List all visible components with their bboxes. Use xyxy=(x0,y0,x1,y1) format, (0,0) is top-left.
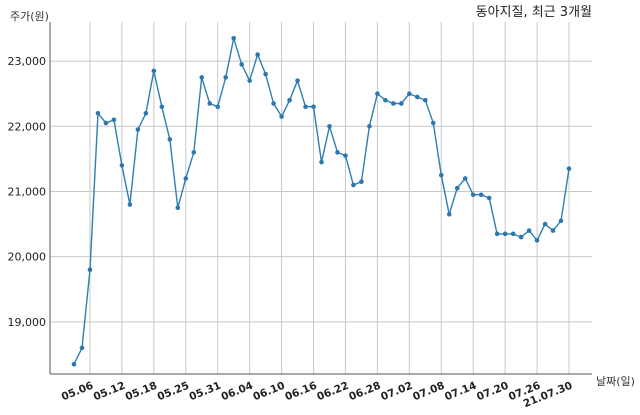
data-point xyxy=(247,78,252,83)
data-point xyxy=(231,35,236,41)
data-point xyxy=(327,123,332,129)
data-point xyxy=(542,221,548,227)
data-point xyxy=(71,361,77,367)
data-point xyxy=(183,176,189,181)
grid xyxy=(50,22,592,374)
data-point xyxy=(375,91,380,97)
data-point xyxy=(87,267,93,273)
data-point xyxy=(391,101,396,106)
data-point xyxy=(446,211,452,217)
y-axis-label: 주가(원) xyxy=(10,10,49,23)
data-point xyxy=(478,192,484,198)
data-point xyxy=(319,159,324,165)
x-tick-label: 06.16 xyxy=(283,380,318,404)
series xyxy=(71,35,572,367)
data-point xyxy=(151,68,157,74)
data-point xyxy=(486,195,492,201)
data-point xyxy=(415,94,420,100)
x-tick-label: 06.10 xyxy=(251,380,286,404)
data-point xyxy=(494,231,500,237)
data-point xyxy=(111,117,117,123)
y-tick-label: 23,000 xyxy=(8,55,47,68)
data-point xyxy=(343,153,348,158)
price-line xyxy=(73,38,570,365)
data-point xyxy=(518,234,524,240)
y-tick-labels: 19,000 20,000 21,000 22,000 23,000 xyxy=(8,55,47,329)
data-point xyxy=(383,97,388,103)
data-point xyxy=(526,228,532,233)
data-point xyxy=(438,172,444,178)
data-point xyxy=(159,104,165,110)
data-point xyxy=(534,238,540,243)
data-point xyxy=(311,104,316,110)
data-point xyxy=(303,104,308,110)
data-point xyxy=(295,78,300,83)
data-point xyxy=(550,228,556,233)
data-point xyxy=(558,218,564,224)
data-point xyxy=(135,127,141,132)
x-axis-label: 날짜(일) xyxy=(596,374,635,388)
data-point xyxy=(79,345,85,351)
data-point xyxy=(367,123,372,129)
data-point xyxy=(199,75,205,80)
x-tick-label: 07.20 xyxy=(475,380,510,404)
data-point xyxy=(399,101,404,106)
data-point xyxy=(223,75,228,80)
x-tick-label: 06.22 xyxy=(315,380,350,404)
x-tick-label: 05.25 xyxy=(156,380,191,404)
y-tick-label: 21,000 xyxy=(8,185,47,198)
data-point xyxy=(191,150,197,155)
x-tick-label: 06.28 xyxy=(347,380,382,404)
data-point xyxy=(454,185,460,191)
data-point xyxy=(407,91,412,97)
data-point xyxy=(127,202,133,207)
data-point xyxy=(566,166,572,171)
axes xyxy=(49,22,592,375)
data-point xyxy=(279,114,284,119)
data-point xyxy=(255,52,260,57)
data-point xyxy=(103,120,109,126)
chart-title: 동아지질, 최근 3개월 xyxy=(476,5,592,20)
y-tick-label: 20,000 xyxy=(8,251,47,264)
data-point xyxy=(239,62,244,67)
data-point xyxy=(167,137,173,142)
x-tick-label: 07.02 xyxy=(379,380,414,404)
data-point xyxy=(351,182,356,188)
data-point xyxy=(119,163,125,168)
data-point xyxy=(470,192,476,198)
x-tick-label: 05.31 xyxy=(188,380,223,404)
x-tick-label: 05.12 xyxy=(92,380,127,404)
x-tick-label: 06.04 xyxy=(219,380,254,404)
y-tick-label: 22,000 xyxy=(8,120,47,133)
data-point xyxy=(359,179,364,185)
data-point xyxy=(263,71,268,77)
x-tick-labels: 05.0605.1205.1805.2505.3106.0406.1006.16… xyxy=(60,380,574,411)
x-tick-label: 07.14 xyxy=(443,380,478,404)
data-point xyxy=(462,176,468,181)
data-point xyxy=(335,150,340,155)
data-point xyxy=(271,101,276,106)
data-point xyxy=(215,104,221,110)
data-point xyxy=(287,97,292,103)
data-point xyxy=(143,110,149,116)
y-tick-label: 19,000 xyxy=(8,316,47,329)
data-point xyxy=(207,101,213,106)
data-point xyxy=(510,231,516,237)
data-point xyxy=(175,205,181,211)
x-tick-label: 05.06 xyxy=(60,380,95,404)
data-point xyxy=(95,110,101,116)
data-point xyxy=(502,231,508,237)
data-point xyxy=(430,120,436,126)
data-point xyxy=(422,97,428,103)
x-tick-label: 07.08 xyxy=(411,380,446,404)
x-tick-label: 05.18 xyxy=(124,380,159,404)
